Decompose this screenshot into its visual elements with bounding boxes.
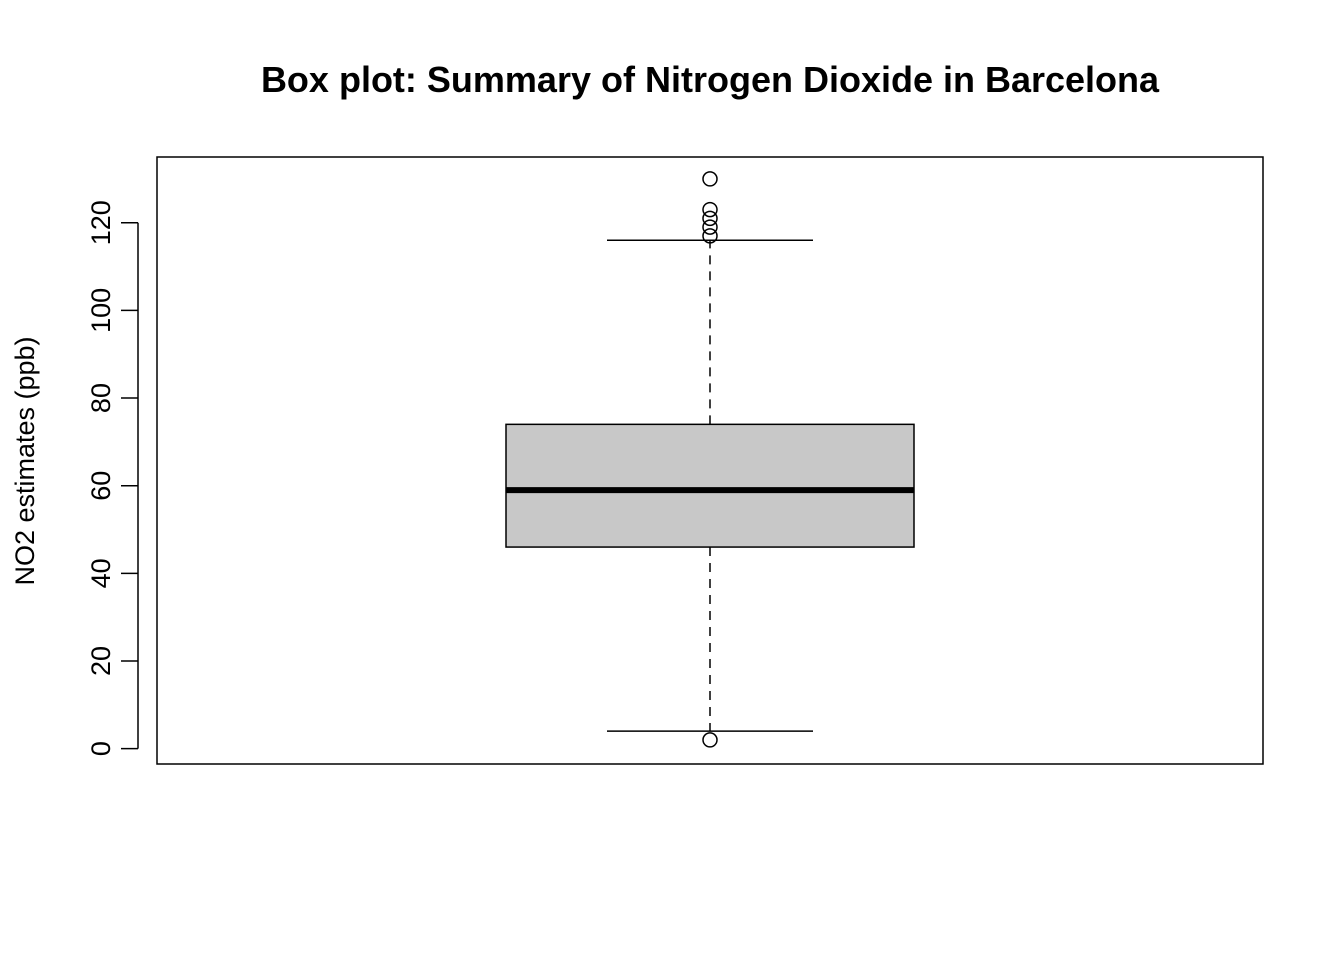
outlier-point: [702, 732, 718, 748]
outlier-point: [702, 219, 718, 235]
outlier-point: [702, 201, 718, 218]
outlier-point: [702, 171, 718, 187]
box-layer: [505, 171, 915, 748]
plot-frame: [156, 156, 1264, 765]
chart-title: Box plot: Summary of Nitrogen Dioxide in…: [261, 59, 1160, 100]
y-axis: 0 20 40 60 80 100 120: [86, 200, 139, 756]
y-tick-label: 60: [86, 471, 116, 501]
y-tick-label: 120: [86, 200, 116, 245]
y-tick-label: 100: [86, 288, 116, 333]
y-tick-label: 20: [86, 646, 116, 676]
interquartile-box: [505, 423, 915, 548]
y-tick-label: 80: [86, 383, 116, 413]
y-axis-label: NO2 estimates (ppb): [10, 336, 40, 585]
y-tick-label: 0: [86, 741, 116, 756]
outlier-point: [702, 228, 718, 244]
y-tick-label: 40: [86, 558, 116, 588]
outlier-point: [702, 210, 718, 227]
